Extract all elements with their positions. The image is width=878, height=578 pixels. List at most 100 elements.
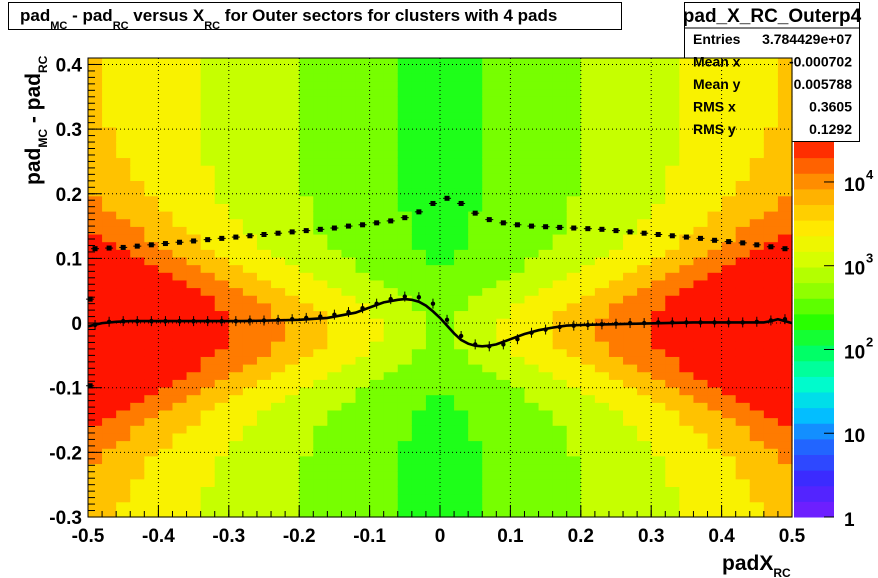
heatmap-cell	[580, 103, 596, 113]
heatmap-cell	[777, 287, 793, 296]
heatmap-cell	[214, 165, 230, 174]
heatmap-cell	[116, 111, 131, 120]
heatmap-cell	[383, 149, 399, 159]
heatmap-cell	[242, 203, 258, 212]
heatmap-cell	[285, 394, 300, 403]
heatmap-cell	[285, 249, 300, 258]
heatmap-cell	[749, 73, 765, 82]
heatmap-cell	[285, 386, 300, 396]
heatmap-cell	[468, 448, 483, 457]
heatmap-cell	[524, 226, 540, 235]
heatmap-cell	[623, 96, 638, 105]
heatmap-cell	[271, 402, 286, 411]
heatmap-cell	[172, 379, 188, 388]
heatmap-cell	[454, 509, 469, 518]
heatmap-cell	[214, 134, 230, 143]
heatmap-cell	[88, 364, 103, 373]
heatmap-cell	[369, 348, 385, 357]
profile-point	[402, 215, 408, 221]
heatmap-cell	[777, 364, 793, 373]
heatmap-cell	[665, 356, 680, 365]
heatmap-cell	[214, 218, 230, 227]
heatmap-cell	[242, 364, 258, 373]
heatmap-cell	[116, 486, 131, 495]
heatmap-cell	[679, 149, 695, 159]
heatmap-cell	[777, 142, 793, 151]
heatmap-cell	[665, 65, 680, 74]
heatmap-cell	[594, 341, 610, 350]
heatmap-cell	[580, 341, 596, 350]
heatmap-cell	[510, 364, 526, 373]
heatmap-cell	[665, 218, 680, 227]
heatmap-cell	[566, 379, 582, 388]
heatmap-cell	[496, 425, 511, 434]
heatmap-cell	[200, 172, 216, 181]
heatmap-cell	[341, 103, 357, 113]
heatmap-cell	[256, 249, 272, 258]
heatmap-cell	[721, 119, 737, 128]
heatmap-cell	[158, 348, 174, 357]
profile-point	[388, 218, 394, 224]
heatmap-cell	[397, 348, 413, 357]
heatmap-cell	[369, 195, 385, 204]
heatmap-cell	[538, 96, 554, 105]
heatmap-cell	[707, 310, 723, 319]
heatmap-cell	[440, 241, 455, 250]
title-part: RC	[204, 20, 220, 32]
heatmap-cell	[214, 195, 230, 204]
heatmap-cell	[552, 73, 568, 82]
heatmap-cell	[510, 509, 526, 518]
heatmap-cell	[228, 333, 244, 342]
heatmap-cell	[299, 172, 314, 181]
heatmap-cell	[327, 180, 343, 189]
heatmap-cell	[580, 195, 596, 204]
heatmap-cell	[369, 318, 385, 327]
heatmap-cell	[186, 386, 202, 396]
heatmap-cell	[88, 126, 103, 136]
heatmap-cell	[735, 211, 751, 220]
heatmap-cell	[679, 165, 695, 174]
heatmap-cell	[580, 165, 596, 174]
heatmap-cell	[144, 379, 159, 388]
heatmap-cell	[214, 409, 230, 419]
heatmap-cell	[440, 65, 455, 74]
heatmap-cell	[285, 302, 300, 312]
heatmap-cell	[130, 341, 145, 350]
heatmap-cell	[749, 180, 765, 189]
heatmap-cell	[102, 432, 117, 442]
heatmap-cell	[454, 119, 469, 128]
heatmap-cell	[594, 295, 610, 304]
heatmap-cell	[679, 455, 695, 465]
heatmap-cell	[144, 165, 159, 174]
heatmap-cell	[749, 302, 765, 312]
heatmap-cell	[707, 180, 723, 189]
heatmap-cell	[130, 417, 145, 426]
heatmap-cell	[228, 302, 244, 312]
heatmap-cell	[693, 371, 709, 380]
heatmap-cell	[88, 478, 103, 487]
heatmap-cell	[440, 448, 455, 457]
heatmap-cell	[749, 425, 765, 434]
heatmap-cell	[186, 249, 202, 258]
heatmap-cell	[496, 501, 511, 510]
heatmap-cell	[440, 287, 455, 296]
color-scale-band	[794, 282, 834, 299]
profile-point	[261, 231, 267, 237]
heatmap-cell	[552, 371, 568, 380]
heatmap-cell	[707, 455, 723, 465]
heatmap-cell	[88, 287, 103, 296]
heatmap-cell	[510, 88, 526, 97]
heatmap-cell	[707, 157, 723, 166]
heatmap-cell	[468, 379, 483, 388]
heatmap-cell	[256, 134, 272, 143]
title-part: versus X	[129, 6, 205, 25]
heatmap-cell	[172, 134, 188, 143]
heatmap-cell	[440, 149, 455, 159]
heatmap-cell	[355, 203, 371, 212]
heatmap-cell	[721, 471, 737, 480]
heatmap-cell	[285, 172, 300, 181]
color-scale-band	[794, 235, 834, 252]
heatmap-cell	[623, 509, 638, 518]
heatmap-cell	[637, 287, 652, 296]
heatmap-cell	[369, 73, 385, 82]
